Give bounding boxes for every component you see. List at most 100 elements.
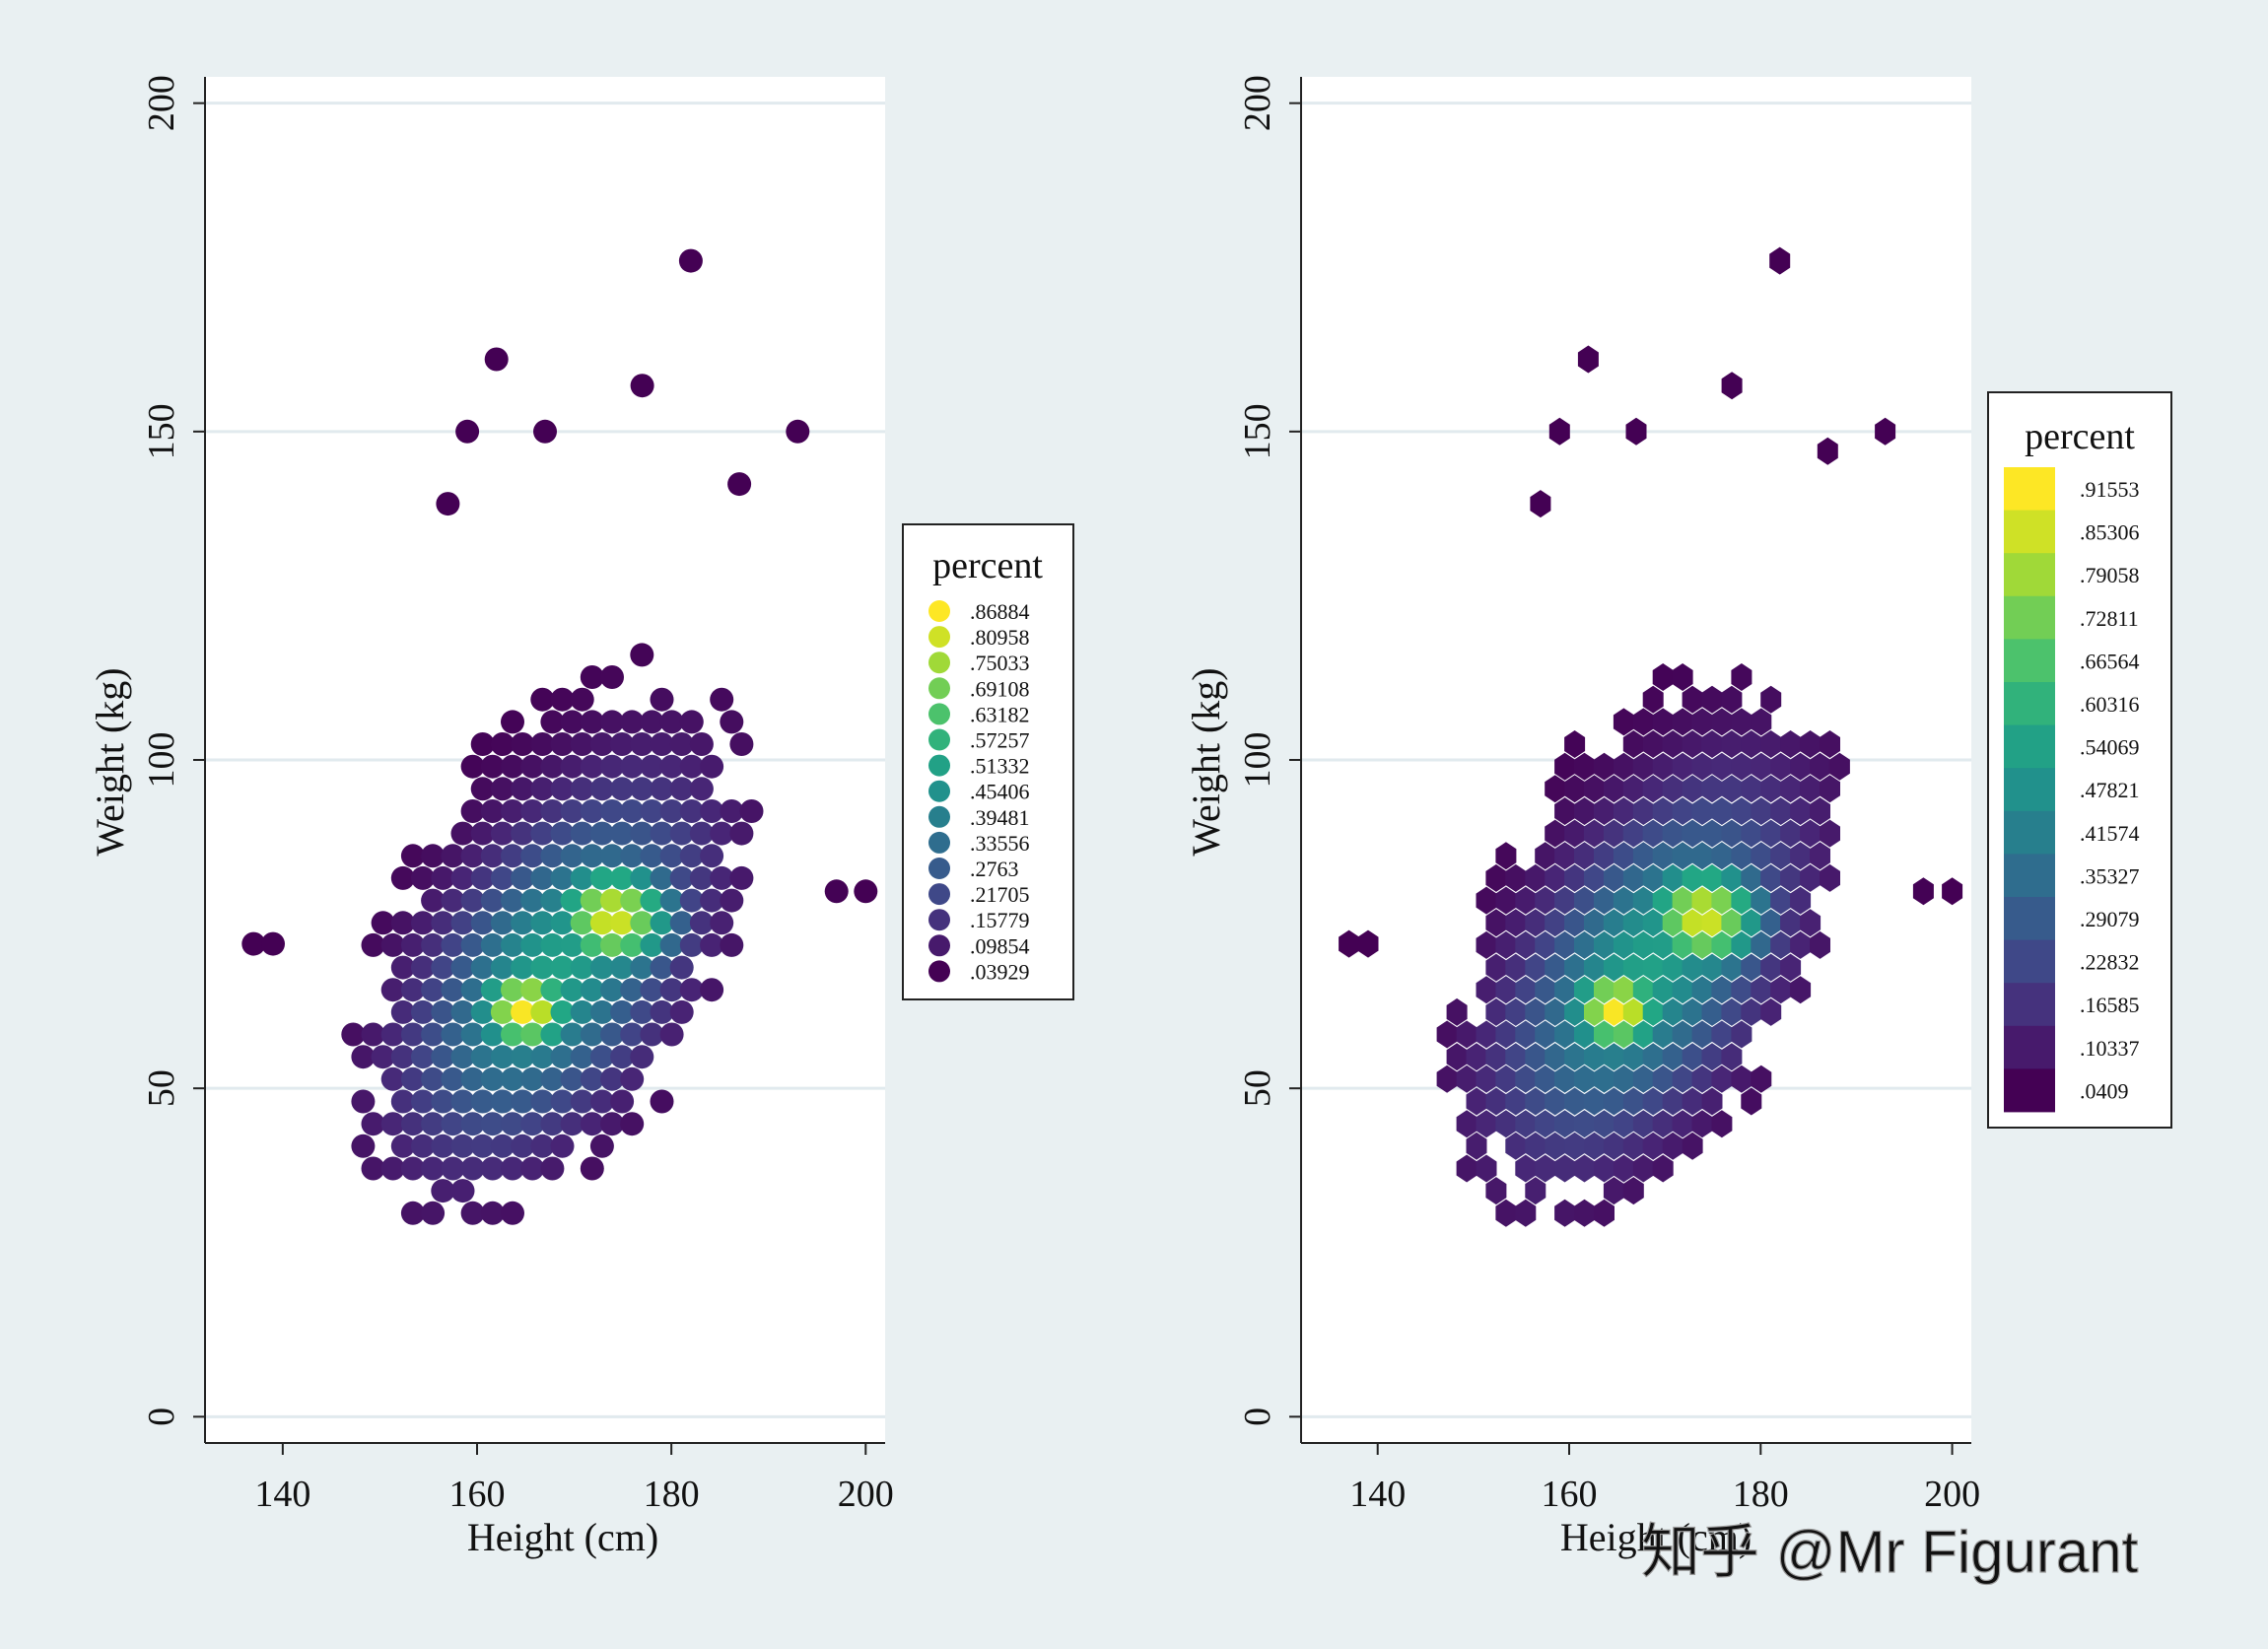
left-legend-swatch [928, 600, 950, 622]
left-scatter-point [560, 799, 584, 823]
left-scatter-point [390, 1134, 415, 1158]
left-scatter-point [470, 911, 495, 935]
left-scatter-point [589, 865, 614, 890]
left-scatter-point [421, 1156, 446, 1181]
left-scatter-point [659, 799, 684, 823]
left-legend-label: .2763 [970, 857, 1019, 881]
right-hexbin-cell [1701, 1087, 1723, 1116]
left-scatter-point [786, 419, 810, 444]
left-scatter-point [720, 888, 744, 913]
left-scatter-point [450, 911, 475, 935]
right-hexbin-cell [1682, 819, 1703, 848]
left-scatter-point [490, 1134, 515, 1158]
left-scatter-point [511, 1045, 535, 1069]
left-scatter-point [411, 955, 435, 980]
right-hexbin-cell [1594, 1020, 1615, 1049]
left-scatter-point [411, 999, 435, 1024]
right-hexbin-cell [1564, 953, 1586, 982]
right-hexbin-cell [1446, 997, 1468, 1026]
right-hexbin-cell [1820, 819, 1840, 848]
left-scatter-point [530, 955, 555, 980]
right-hexbin-cell [1476, 1154, 1497, 1183]
left-scatter-point [679, 799, 704, 823]
left-scatter-point [620, 932, 645, 957]
left-scatter-point [540, 888, 565, 913]
left-scatter-point [550, 777, 575, 801]
left-scatter-point [580, 888, 604, 913]
left-scatter-point [411, 865, 435, 890]
right-hexbin-cell [1525, 997, 1546, 1026]
left-scatter-point [854, 879, 878, 904]
right-hexbin-cell [1741, 819, 1762, 848]
left-scatter-point [679, 932, 704, 957]
left-scatter-point [421, 932, 446, 957]
left-scatter-point [530, 1089, 555, 1114]
right-legend-label: .29079 [2080, 907, 2140, 931]
right-hexbin-cell [1632, 1110, 1654, 1138]
left-scatter-point [351, 1089, 376, 1114]
right-hexbin-cell [1577, 345, 1599, 374]
right-hexbin-cell [1594, 752, 1615, 781]
right-hexbin-cell [1672, 842, 1693, 870]
left-scatter-point [361, 932, 385, 957]
left-scatter-point [650, 1089, 674, 1114]
left-scatter-point [610, 999, 635, 1024]
right-hexbin-cell [1711, 708, 1733, 736]
right-hexbin-cell [1554, 1199, 1576, 1227]
right-hexbin-cell [1711, 886, 1733, 915]
right-hexbin-cell [1584, 819, 1605, 848]
right-hexbin-cell [1495, 886, 1517, 915]
right-hexbin-cell [1632, 1020, 1654, 1049]
left-legend-label: .86884 [970, 599, 1030, 624]
right-hexbin-cell [1652, 886, 1674, 915]
left-scatter-point [450, 821, 475, 846]
left-scatter-point [431, 865, 455, 890]
right-hexbin-cell [1476, 1020, 1497, 1049]
left-scatter-point [470, 1134, 495, 1158]
right-hexbin-cell [1466, 1087, 1487, 1116]
right-hexbin-cell [1701, 863, 1723, 892]
left-legend-swatch [928, 780, 950, 802]
right-hexbin-cell [1564, 819, 1586, 848]
left-scatter-point [630, 777, 654, 801]
left-scatter-point [470, 1045, 495, 1069]
right-legend-label: .85306 [2080, 520, 2140, 545]
left-scatter-point [501, 1066, 524, 1091]
right-hexbin-cell [1535, 886, 1556, 915]
right-hexbin-cell [1632, 708, 1654, 736]
left-scatter-point [431, 999, 455, 1024]
right-hexbin-cell [1642, 819, 1664, 848]
left-scatter-point [640, 754, 664, 779]
left-scatter-point [600, 1022, 624, 1047]
left-legend-items: .86884.80958.75033.69108.63182.57257.513… [928, 599, 1030, 984]
right-x-axis-label: Height (cm) [1560, 1515, 1752, 1559]
right-hexbin-cell [1662, 953, 1684, 982]
right-hexbin-cell [1476, 976, 1497, 1004]
left-scatter-point [441, 978, 465, 1002]
right-hexbin-cell [1485, 863, 1507, 892]
right-hexbin-cell [1731, 708, 1753, 736]
left-scatter-point [620, 844, 645, 868]
left-scatter-point [490, 821, 515, 846]
left-scatter-point [511, 732, 535, 756]
right-hexbin-cell [1515, 1020, 1537, 1049]
left-scatter-point [689, 911, 714, 935]
left-scatter-point [710, 687, 734, 712]
left-scatter-point [400, 932, 425, 957]
left-scatter-point [501, 888, 524, 913]
right-legend-label: .16585 [2080, 993, 2140, 1017]
left-scatter-point [421, 1112, 446, 1136]
left-scatter-point [470, 777, 495, 801]
right-hexbin-cell [1613, 842, 1634, 870]
left-scatter-point [630, 999, 654, 1024]
left-scatter-point [421, 978, 446, 1002]
right-hexbin-cell [1554, 1020, 1576, 1049]
right-legend-swatch [2004, 897, 2055, 940]
left-scatter-point [678, 248, 703, 273]
left-scatter-point [371, 911, 395, 935]
right-hexbin-cell [1780, 953, 1802, 982]
right-hexbin-cell [1476, 930, 1497, 959]
left-scatter-point [824, 879, 849, 904]
left-scatter-point [630, 865, 654, 890]
left-scatter-point [380, 932, 405, 957]
